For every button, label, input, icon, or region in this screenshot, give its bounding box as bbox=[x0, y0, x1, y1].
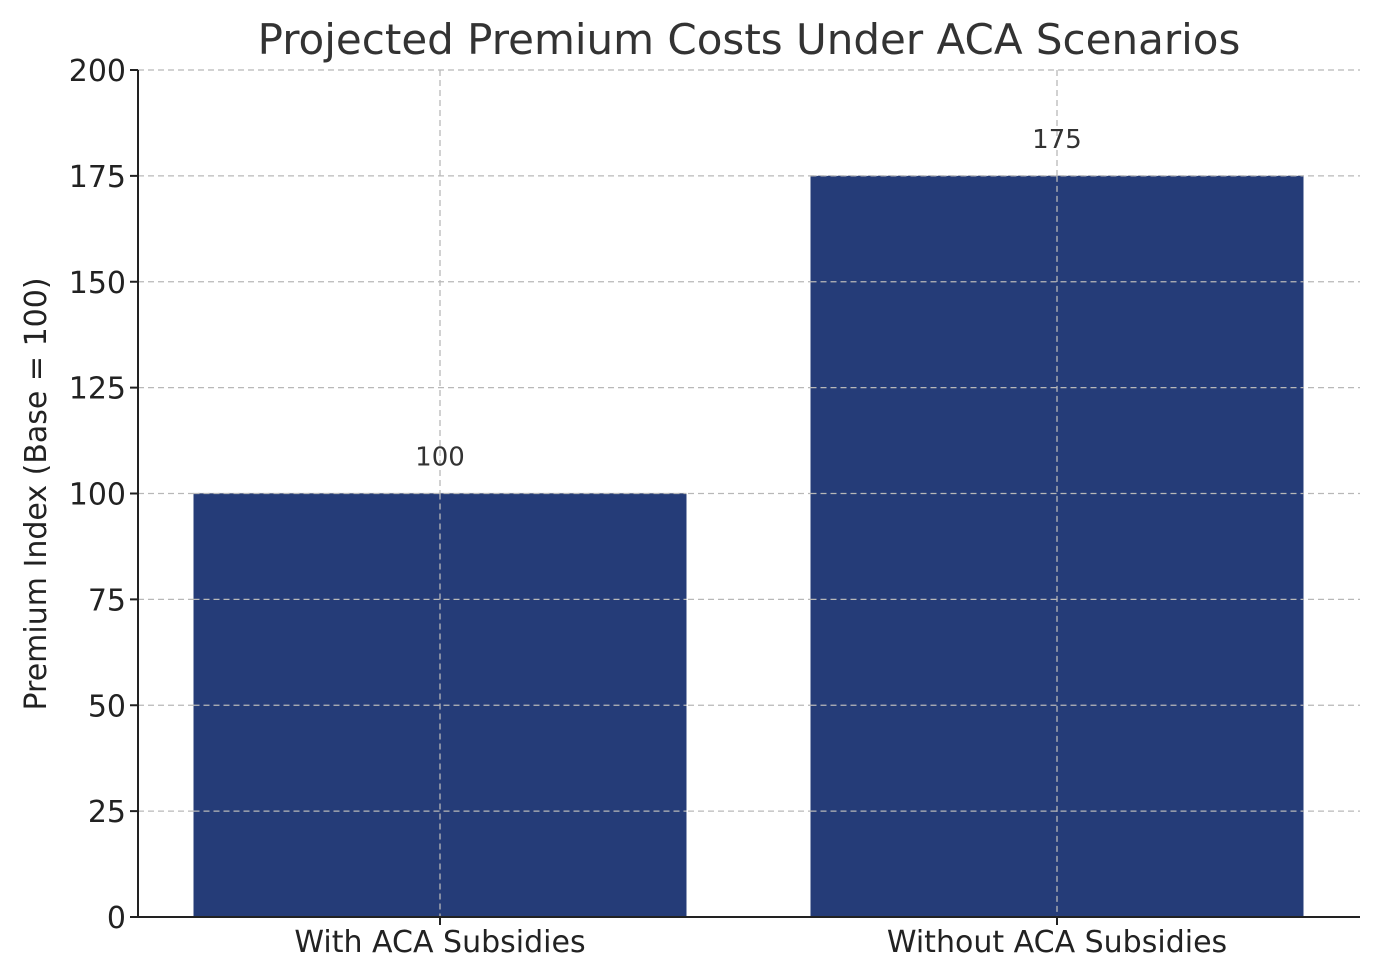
y-axis-label: Premium Index (Base = 100) bbox=[19, 277, 54, 710]
y-tick-label: 0 bbox=[107, 901, 126, 936]
chart-title: Projected Premium Costs Under ACA Scenar… bbox=[258, 15, 1241, 64]
y-tick-label: 175 bbox=[69, 160, 126, 195]
data-labels: 100 175 bbox=[415, 125, 1082, 473]
x-tick-label: With ACA Subsidies bbox=[294, 925, 585, 960]
bar-gridline-overlay bbox=[193, 175, 1304, 917]
x-axis-ticks: With ACA Subsidies Without ACA Subsidies bbox=[294, 917, 1227, 960]
bar-value-label: 100 bbox=[415, 443, 465, 473]
y-tick-label: 75 bbox=[88, 583, 126, 618]
y-tick-label: 200 bbox=[69, 54, 126, 89]
bar-value-label: 175 bbox=[1032, 125, 1082, 155]
y-tick-label: 50 bbox=[88, 689, 126, 724]
y-tick-label: 125 bbox=[69, 372, 126, 407]
x-tick-label: Without ACA Subsidies bbox=[887, 925, 1227, 960]
y-tick-label: 100 bbox=[69, 478, 126, 513]
y-tick-label: 150 bbox=[69, 266, 126, 301]
bars bbox=[193, 175, 1304, 917]
y-axis-ticks: 0 25 50 75 100 125 150 175 200 bbox=[69, 54, 138, 936]
y-tick-label: 25 bbox=[88, 795, 126, 830]
